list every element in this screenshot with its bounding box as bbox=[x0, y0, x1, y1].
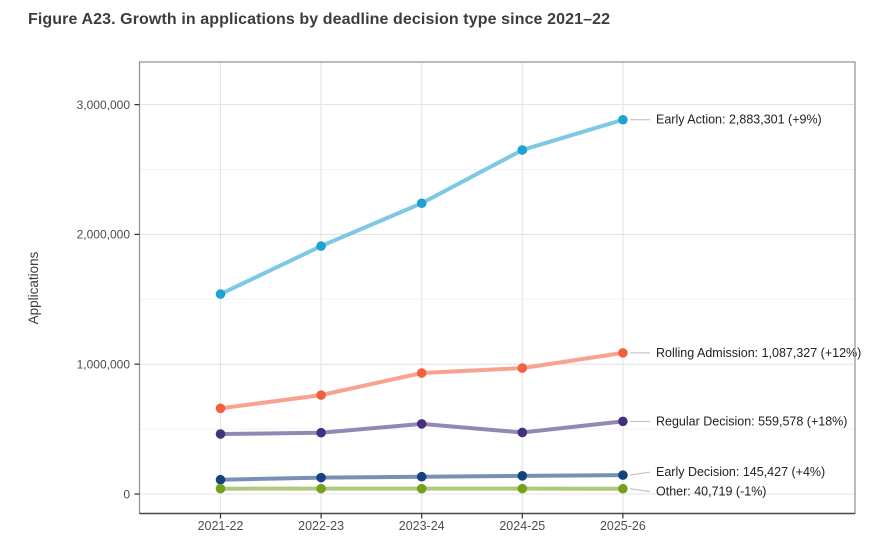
data-point bbox=[416, 368, 427, 378]
gridlines-vertical bbox=[219, 62, 624, 514]
data-point bbox=[517, 427, 528, 438]
data-point bbox=[416, 483, 427, 494]
series-end-labels: Early Action: 2,883,301 (+9%) Rolling Adm… bbox=[629, 113, 861, 499]
data-point bbox=[215, 483, 226, 494]
data-point bbox=[316, 472, 326, 483]
data-point bbox=[215, 289, 226, 299]
series-early-decision bbox=[215, 470, 628, 485]
label-leader-line bbox=[629, 471, 651, 476]
gridlines-minor bbox=[139, 169, 855, 430]
series-other bbox=[215, 483, 628, 494]
data-point bbox=[416, 198, 427, 209]
x-tick-label: 2023-24 bbox=[399, 519, 445, 533]
data-point bbox=[416, 419, 427, 429]
series-end-label: Other: 40,719 (-1%) bbox=[656, 485, 766, 499]
series-early-action bbox=[215, 114, 628, 299]
label-leader-line bbox=[629, 488, 651, 493]
y-tick-label: 3,000,000 bbox=[77, 98, 131, 112]
data-point bbox=[517, 483, 528, 494]
data-point bbox=[618, 470, 628, 480]
data-point bbox=[316, 483, 326, 494]
y-axis: 0 1,000,000 2,000,000 3,000,000 bbox=[77, 98, 140, 501]
series-end-label: Early Action: 2,883,301 (+9%) bbox=[656, 113, 822, 127]
data-point bbox=[215, 474, 226, 485]
y-axis-title: Applications bbox=[26, 251, 41, 324]
data-point bbox=[517, 471, 528, 481]
data-point bbox=[416, 471, 427, 482]
data-point bbox=[618, 114, 628, 125]
data-point bbox=[517, 363, 528, 373]
y-tick-label: 0 bbox=[123, 487, 130, 501]
data-point bbox=[618, 483, 628, 494]
series-rolling-admission bbox=[215, 348, 628, 414]
series-regular-decision bbox=[215, 416, 628, 439]
data-point bbox=[215, 403, 226, 414]
x-tick-label: 2021-22 bbox=[198, 519, 244, 533]
x-tick-label: 2025-26 bbox=[600, 519, 646, 533]
x-axis: 2021-22 2022-23 2023-24 2024-25 2025-26 bbox=[198, 513, 646, 533]
data-point bbox=[316, 241, 326, 251]
gridlines-major bbox=[139, 104, 855, 495]
x-tick-label: 2022-23 bbox=[298, 519, 344, 533]
figure-title: Figure A23. Growth in applications by de… bbox=[28, 11, 611, 28]
data-point bbox=[618, 348, 628, 358]
plot-panel-border bbox=[138, 61, 856, 515]
data-point bbox=[517, 145, 528, 155]
data-point bbox=[316, 390, 326, 400]
data-point bbox=[316, 427, 326, 438]
x-tick-label: 2024-25 bbox=[499, 519, 545, 533]
series-end-label: Rolling Admission: 1,087,327 (+12%) bbox=[656, 346, 861, 360]
data-point bbox=[215, 429, 226, 439]
series-end-label: Early Decision: 145,427 (+4%) bbox=[656, 465, 825, 479]
y-tick-label: 1,000,000 bbox=[77, 358, 131, 372]
y-tick-label: 2,000,000 bbox=[77, 228, 131, 242]
series-end-label: Regular Decision: 559,578 (+18%) bbox=[656, 414, 847, 428]
data-point bbox=[618, 416, 628, 427]
